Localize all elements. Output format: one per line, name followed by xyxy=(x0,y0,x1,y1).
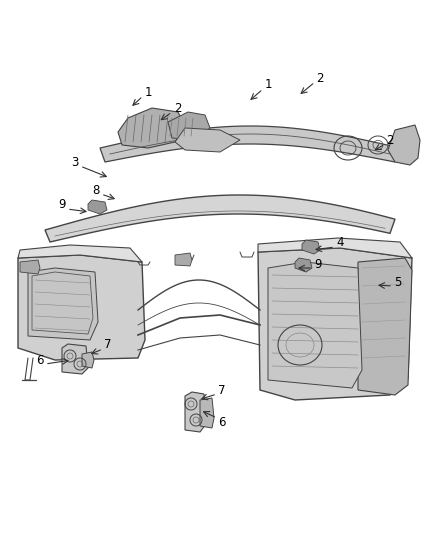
Text: 2: 2 xyxy=(316,71,324,85)
Polygon shape xyxy=(175,128,240,152)
Text: 6: 6 xyxy=(36,353,44,367)
Polygon shape xyxy=(88,200,107,214)
Polygon shape xyxy=(185,392,206,432)
Polygon shape xyxy=(268,262,362,388)
Polygon shape xyxy=(45,195,395,242)
Text: 2: 2 xyxy=(174,101,182,115)
Polygon shape xyxy=(118,108,186,148)
Text: 6: 6 xyxy=(218,416,226,429)
Polygon shape xyxy=(28,268,98,340)
Polygon shape xyxy=(18,255,145,360)
Text: 1: 1 xyxy=(264,78,272,92)
Polygon shape xyxy=(258,238,412,258)
Polygon shape xyxy=(20,260,40,274)
Text: 3: 3 xyxy=(71,156,79,168)
Polygon shape xyxy=(100,126,400,162)
Text: 5: 5 xyxy=(394,276,402,288)
Polygon shape xyxy=(388,125,420,165)
Text: 1: 1 xyxy=(144,85,152,99)
Polygon shape xyxy=(175,253,192,266)
Polygon shape xyxy=(168,112,210,140)
Text: 7: 7 xyxy=(104,338,112,351)
Text: 9: 9 xyxy=(58,198,66,212)
Polygon shape xyxy=(18,245,142,262)
Polygon shape xyxy=(295,258,312,272)
Polygon shape xyxy=(358,258,412,395)
Polygon shape xyxy=(62,344,88,374)
Text: 7: 7 xyxy=(218,384,226,397)
Polygon shape xyxy=(302,240,320,254)
Text: 8: 8 xyxy=(92,183,100,197)
Text: 4: 4 xyxy=(336,237,344,249)
Text: 2: 2 xyxy=(386,133,394,147)
Polygon shape xyxy=(82,352,94,368)
Polygon shape xyxy=(200,398,214,428)
Text: 9: 9 xyxy=(314,257,322,271)
Polygon shape xyxy=(258,248,412,400)
